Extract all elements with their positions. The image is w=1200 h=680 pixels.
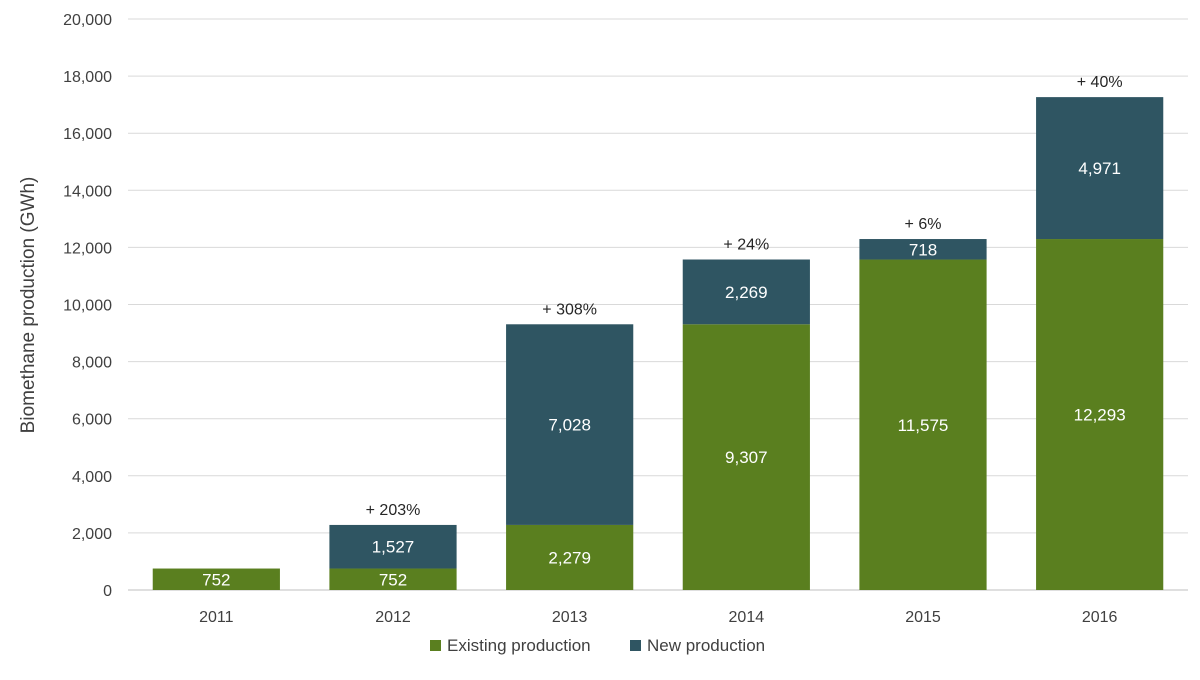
x-axis: 2011 2012 2013 2014 2015 2016 xyxy=(199,609,1117,626)
legend-swatch-existing xyxy=(430,640,441,651)
x-tick-label: 2011 xyxy=(199,609,234,626)
x-tick-label: 2016 xyxy=(1082,609,1118,626)
bar-existing-production xyxy=(682,324,810,590)
y-tick-label: 16,000 xyxy=(63,126,112,143)
y-axis-title: Biomethane production (GWh) xyxy=(18,177,39,434)
bar-existing-production xyxy=(859,259,987,590)
data-label-existing: 2,279 xyxy=(548,548,591,567)
bar-new-production xyxy=(329,524,457,569)
data-label-new: 1,527 xyxy=(372,538,415,557)
y-tick-label: 8,000 xyxy=(72,355,112,372)
growth-annotation: + 203% xyxy=(366,502,421,519)
data-label-new: 7,028 xyxy=(548,416,591,435)
growth-annotation: + 40% xyxy=(1077,74,1123,91)
data-label-existing: 752 xyxy=(379,570,407,589)
data-label-existing: 752 xyxy=(202,570,230,589)
growth-annotation: + 24% xyxy=(723,237,769,254)
bar-new-production xyxy=(506,324,634,525)
legend-label-new: New production xyxy=(647,636,765,655)
bar-existing-production xyxy=(152,568,280,590)
bar-existing-production xyxy=(329,568,457,590)
data-label-existing: 12,293 xyxy=(1074,406,1126,425)
growth-annotation: + 6% xyxy=(905,216,942,233)
legend-label-existing: Existing production xyxy=(447,636,591,655)
bar-new-production xyxy=(859,239,987,260)
data-label-new: 4,971 xyxy=(1078,159,1121,178)
legend: Existing production New production xyxy=(430,636,765,655)
data-label-existing: 9,307 xyxy=(725,448,768,467)
x-tick-label: 2015 xyxy=(905,609,941,626)
y-tick-label: 2,000 xyxy=(72,526,112,543)
x-tick-label: 2014 xyxy=(729,609,765,626)
data-label-existing: 11,575 xyxy=(898,416,949,435)
growth-annotation: + 308% xyxy=(542,301,597,318)
y-tick-label: 4,000 xyxy=(72,469,112,486)
bar-existing-production xyxy=(506,524,634,590)
y-tick-label: 18,000 xyxy=(63,69,112,86)
data-label-new: 2,269 xyxy=(725,283,768,302)
y-axis: 0 2,000 4,000 6,000 8,000 10,000 12,000 14,000 1… xyxy=(63,12,112,600)
bar-existing-production xyxy=(1036,239,1164,590)
x-tick-label: 2012 xyxy=(375,609,411,626)
y-tick-label: 6,000 xyxy=(72,412,112,429)
y-tick-label: 20,000 xyxy=(63,12,112,29)
y-tick-label: 12,000 xyxy=(63,240,112,257)
bar-new-production xyxy=(682,259,810,325)
gridlines xyxy=(128,18,1188,591)
y-tick-label: 10,000 xyxy=(63,298,112,315)
data-label-new: 718 xyxy=(909,240,937,259)
y-tick-label: 0 xyxy=(103,583,112,600)
bar-new-production xyxy=(1036,97,1164,240)
bars: 752 752 1,527 2,279 7,028 9,307 2,269 11,575 718… xyxy=(152,97,1164,590)
x-tick-label: 2013 xyxy=(552,609,588,626)
legend-swatch-new xyxy=(630,640,641,651)
y-tick-label: 14,000 xyxy=(63,183,112,200)
annotations: + 203% + 308% + 24% + 6% + 40% xyxy=(366,74,1123,519)
